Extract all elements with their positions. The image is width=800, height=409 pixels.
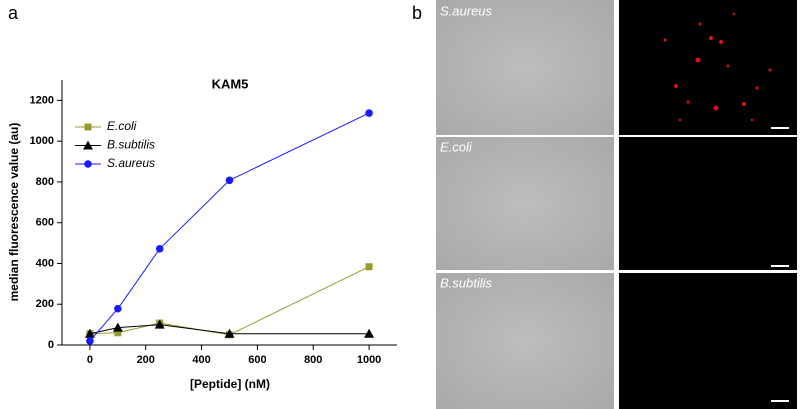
- fluorescence-image: [619, 0, 797, 135]
- data-point: [225, 176, 234, 185]
- brightfield-image: [436, 137, 614, 270]
- legend-marker: [84, 123, 92, 131]
- x-tick-label: 800: [304, 354, 322, 366]
- y-tick-label: 800: [36, 176, 54, 188]
- data-point: [114, 304, 122, 313]
- data-point: [224, 328, 235, 338]
- panel-label: b: [412, 3, 422, 23]
- data-point: [155, 244, 164, 253]
- fluorescence-image: [619, 137, 797, 270]
- y-tick-label: 600: [36, 217, 54, 229]
- data-point: [365, 263, 373, 271]
- x-axis-label: [Peptide] (nM): [190, 377, 270, 391]
- micrograph-label: S.aureus: [440, 3, 493, 18]
- micrograph-label: B.subtilis: [440, 275, 493, 290]
- data-point: [84, 328, 95, 338]
- data-point: [154, 319, 165, 329]
- data-point: [112, 322, 123, 332]
- x-tick-label: 1000: [357, 354, 381, 366]
- brightfield-image: [436, 273, 614, 409]
- legend-marker: [83, 140, 93, 150]
- x-tick-label: 400: [192, 354, 210, 366]
- x-tick-label: 0: [87, 354, 93, 366]
- fluorescence-image: [619, 273, 797, 409]
- chart-title: KAM5: [212, 76, 249, 91]
- y-tick-label: 0: [48, 339, 54, 351]
- y-tick-label: 400: [36, 257, 54, 269]
- data-point: [114, 329, 122, 337]
- legend-label: B.subtilis: [107, 138, 155, 152]
- panel-label: a: [8, 3, 19, 23]
- y-tick-label: 1200: [30, 94, 54, 106]
- y-tick-label: 200: [36, 298, 54, 310]
- data-point: [365, 109, 373, 117]
- data-point: [86, 337, 94, 345]
- legend-marker: [84, 160, 92, 168]
- data-point: [364, 328, 375, 338]
- fluorescent-spots: [663, 12, 772, 122]
- y-tick-label: 1000: [30, 135, 54, 147]
- x-tick-label: 600: [248, 354, 266, 366]
- y-axis-label: median fluorescence value (au): [7, 123, 21, 302]
- legend-label: S.aureus: [107, 156, 155, 170]
- micrograph-label: E.coli: [440, 139, 473, 154]
- legend-label: E.coli: [107, 119, 137, 133]
- brightfield-image: [436, 0, 614, 135]
- x-tick-label: 200: [137, 354, 155, 366]
- series-line: [89, 266, 370, 336]
